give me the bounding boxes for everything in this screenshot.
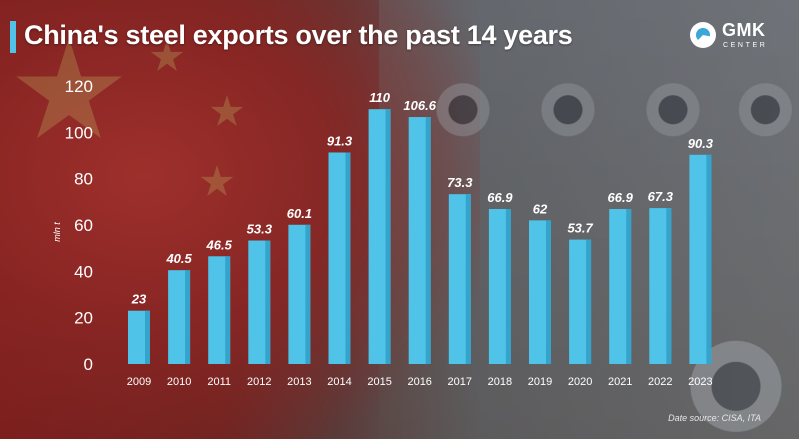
bar-value-label: 60.1 <box>287 206 312 221</box>
x-tick-label: 2012 <box>247 376 271 388</box>
x-tick-label: 2021 <box>608 376 632 388</box>
bar <box>689 154 712 364</box>
bar <box>488 209 511 364</box>
x-tick-label: 2018 <box>488 376 512 388</box>
bar-shade <box>626 209 632 364</box>
y-axis-label: mln t <box>52 222 62 242</box>
x-tick-label: 2013 <box>287 376 311 388</box>
logo-name: GMK <box>722 20 766 40</box>
bar-shade <box>185 270 191 364</box>
bar-value-label: 40.5 <box>165 251 192 266</box>
y-tick-label: 120 <box>65 77 93 96</box>
x-tick-label: 2011 <box>207 376 231 388</box>
bar <box>448 194 471 364</box>
bar <box>128 310 150 364</box>
y-tick-label: 100 <box>65 123 93 142</box>
x-tick-label: 2016 <box>407 376 431 388</box>
bar-value-label: 91.3 <box>327 133 353 148</box>
bar-value-label: 46.5 <box>206 237 233 252</box>
bar-value-label: 73.3 <box>447 175 473 190</box>
x-tick-label: 2010 <box>167 376 191 388</box>
y-tick-label: 20 <box>74 309 93 328</box>
bar-value-label: 23 <box>131 292 147 307</box>
bar-value-label: 66.9 <box>487 190 513 205</box>
bar-shade <box>225 256 231 364</box>
bar <box>408 117 431 364</box>
title-accent-bar <box>10 21 16 53</box>
y-tick-label: 60 <box>74 216 93 235</box>
x-tick-label: 2020 <box>568 376 592 388</box>
bar-value-label: 62 <box>533 201 548 216</box>
bar-value-label: 53.7 <box>567 221 593 236</box>
bar-shade <box>385 109 391 365</box>
bar-value-label: 110 <box>369 90 390 105</box>
bar-shade <box>465 194 471 364</box>
logo-mark-icon <box>690 22 716 48</box>
y-tick-label: 0 <box>84 355 93 374</box>
bar <box>288 224 311 364</box>
data-source-note: Date source: CISA, ITA <box>668 413 761 423</box>
x-tick-label: 2019 <box>528 376 552 388</box>
bar-value-label: 90.3 <box>688 136 714 151</box>
bar <box>328 152 351 364</box>
bar-shade <box>305 224 311 364</box>
x-tick-label: 2009 <box>127 376 151 388</box>
bar <box>529 220 551 364</box>
bar <box>208 256 231 364</box>
bar-value-label: 53.3 <box>247 222 273 237</box>
x-tick-label: 2015 <box>367 376 391 388</box>
bar-shade <box>425 117 431 364</box>
bar <box>168 270 191 364</box>
y-tick-label: 40 <box>74 262 93 281</box>
bar-shade <box>586 239 592 364</box>
x-tick-label: 2014 <box>327 376 351 388</box>
bar-value-label: 106.6 <box>403 98 436 113</box>
bar-value-label: 66.9 <box>608 190 634 205</box>
bar-value-label: 67.3 <box>648 189 674 204</box>
x-tick-label: 2023 <box>688 376 712 388</box>
gmk-center-logo: GMK CENTER <box>690 18 790 58</box>
logo-subtitle: CENTER <box>723 42 768 49</box>
y-tick-label: 80 <box>74 170 93 189</box>
bar <box>368 109 391 365</box>
x-tick-label: 2017 <box>448 376 472 388</box>
bar-shade <box>145 310 150 364</box>
bar-shade <box>546 220 551 364</box>
bar-shade <box>505 209 511 364</box>
bar-shade <box>666 208 672 364</box>
bar <box>609 209 632 364</box>
bar-shade <box>345 152 351 364</box>
bar-shade <box>706 154 712 364</box>
page-title: China's steel exports over the past 14 y… <box>24 20 573 50</box>
bar <box>569 239 592 364</box>
bar <box>649 208 672 364</box>
bar-shade <box>265 240 271 364</box>
bar <box>248 240 271 364</box>
x-tick-label: 2022 <box>648 376 672 388</box>
